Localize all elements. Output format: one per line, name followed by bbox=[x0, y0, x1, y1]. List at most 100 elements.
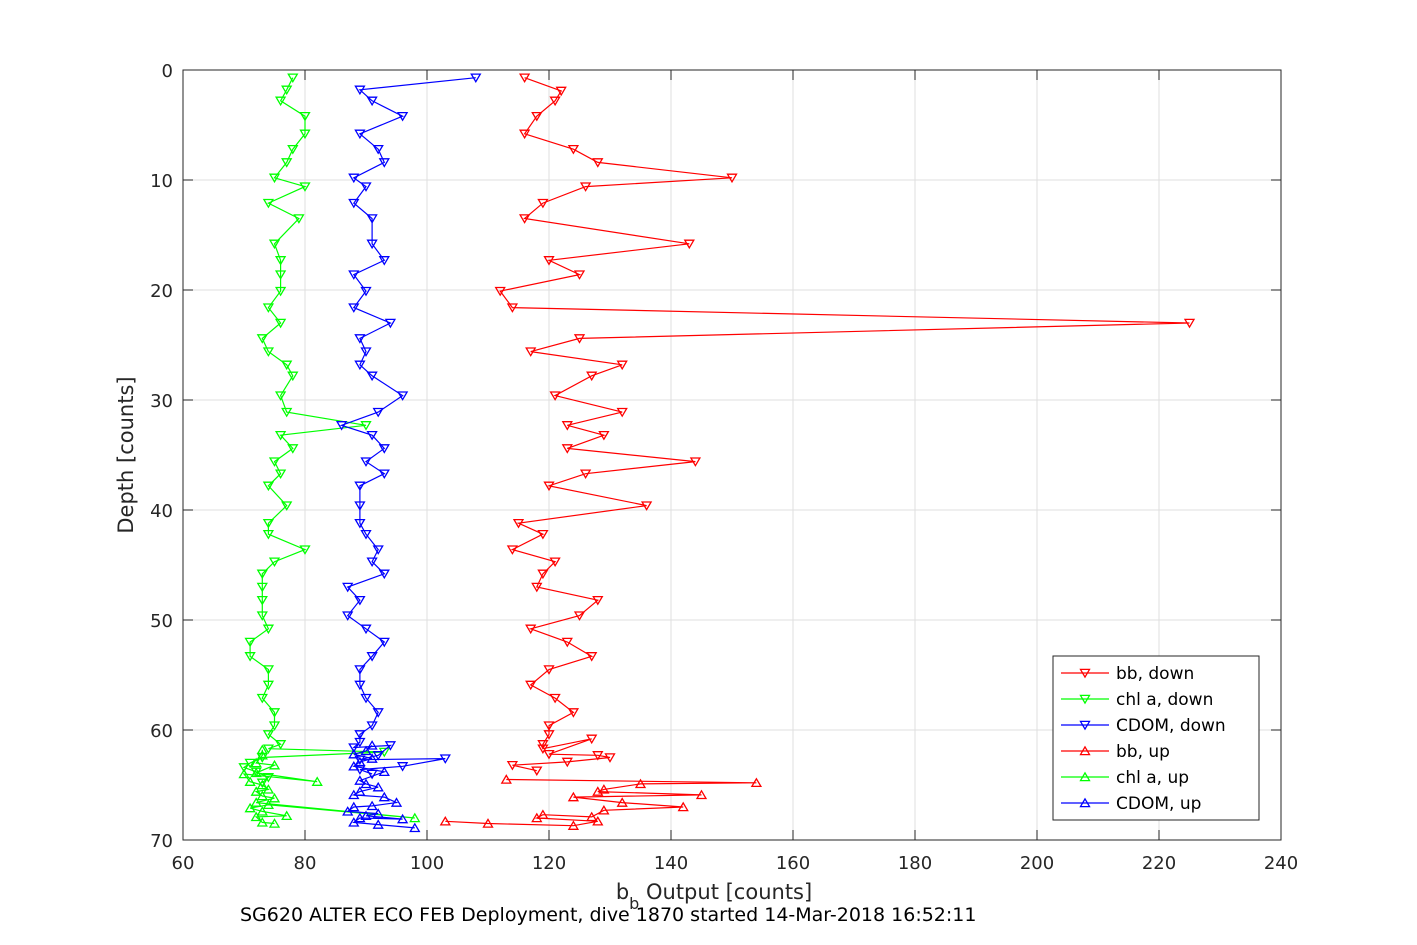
data-point bbox=[616, 360, 628, 371]
data-point bbox=[354, 775, 366, 785]
data-point bbox=[262, 680, 275, 691]
series-chl-a-up bbox=[238, 744, 421, 828]
y-axis-label: Depth [counts] bbox=[114, 376, 138, 533]
series-line bbox=[242, 77, 385, 784]
plot-area-border bbox=[182, 69, 1282, 841]
data-point bbox=[500, 774, 512, 784]
legend-label: bb, down bbox=[1116, 664, 1194, 684]
data-point bbox=[634, 778, 647, 789]
legend-marker bbox=[1079, 745, 1091, 756]
data-point bbox=[573, 611, 586, 621]
data-point bbox=[579, 469, 592, 480]
data-point bbox=[537, 529, 549, 540]
data-point bbox=[256, 806, 268, 816]
data-point bbox=[384, 318, 397, 329]
data-point bbox=[561, 421, 573, 431]
data-point bbox=[354, 518, 366, 529]
x-axis-label-main: b bbox=[616, 880, 629, 904]
data-point bbox=[274, 256, 287, 266]
data-point bbox=[531, 582, 543, 593]
data-point bbox=[543, 749, 555, 760]
data-point bbox=[250, 767, 262, 778]
data-point bbox=[281, 501, 293, 511]
series-bb-up bbox=[439, 774, 763, 830]
x-tick-label: 220 bbox=[1142, 853, 1176, 874]
data-point bbox=[256, 817, 268, 827]
data-point bbox=[396, 111, 409, 122]
data-point bbox=[592, 158, 604, 168]
data-point bbox=[268, 721, 281, 731]
data-point bbox=[281, 85, 293, 96]
data-point bbox=[366, 769, 378, 780]
data-point bbox=[567, 708, 580, 718]
data-point bbox=[360, 457, 372, 467]
data-point bbox=[256, 744, 268, 755]
data-point bbox=[531, 766, 543, 777]
data-point bbox=[378, 766, 390, 777]
data-point bbox=[238, 763, 250, 773]
data-point bbox=[525, 347, 537, 357]
data-point bbox=[378, 469, 390, 480]
data-point bbox=[390, 797, 403, 807]
data-point bbox=[537, 809, 549, 819]
data-point bbox=[506, 545, 519, 555]
data-point bbox=[262, 773, 275, 783]
data-point bbox=[354, 481, 366, 492]
data-point bbox=[274, 318, 287, 329]
data-point bbox=[549, 693, 561, 704]
data-point bbox=[360, 624, 372, 635]
data-point bbox=[354, 85, 366, 96]
data-point bbox=[1183, 318, 1196, 329]
data-point bbox=[348, 198, 360, 209]
data-point bbox=[543, 481, 555, 492]
data-point bbox=[354, 665, 366, 675]
series-lines bbox=[238, 73, 1196, 833]
data-point bbox=[256, 779, 268, 790]
data-point bbox=[281, 810, 293, 821]
series-chl-a-down bbox=[238, 73, 390, 789]
y-tick-label: 20 bbox=[150, 281, 173, 302]
data-point bbox=[274, 96, 287, 107]
data-point bbox=[470, 73, 482, 84]
data-point bbox=[354, 680, 366, 691]
data-point bbox=[695, 789, 708, 800]
legend-label: chl a, down bbox=[1116, 690, 1213, 710]
data-point bbox=[549, 391, 561, 401]
data-point bbox=[287, 144, 299, 155]
series-cdom-up bbox=[342, 740, 421, 833]
data-point bbox=[598, 430, 610, 441]
data-point bbox=[378, 569, 390, 580]
data-point bbox=[604, 753, 616, 763]
data-point bbox=[256, 749, 268, 760]
data-point bbox=[586, 371, 598, 382]
series-line bbox=[445, 778, 757, 827]
legend-marker bbox=[1079, 771, 1091, 782]
data-point bbox=[274, 740, 287, 750]
x-tick-label: 80 bbox=[294, 853, 317, 874]
data-point bbox=[354, 737, 366, 748]
data-point bbox=[268, 818, 281, 828]
data-point bbox=[360, 810, 372, 821]
data-point bbox=[360, 421, 372, 431]
data-point bbox=[262, 529, 275, 540]
data-point bbox=[598, 804, 610, 815]
legend-label: bb, up bbox=[1116, 742, 1170, 762]
x-axis-label: bb Output [counts] bbox=[616, 880, 812, 913]
data-point bbox=[348, 748, 360, 759]
data-point bbox=[238, 768, 250, 779]
data-point bbox=[256, 569, 268, 580]
data-point bbox=[366, 721, 378, 731]
data-point bbox=[354, 595, 366, 606]
data-point bbox=[256, 582, 268, 593]
data-point bbox=[366, 740, 378, 750]
x-tick-label: 100 bbox=[410, 853, 444, 874]
data-point bbox=[274, 391, 287, 401]
data-point bbox=[268, 759, 281, 770]
data-point bbox=[567, 144, 580, 155]
data-point bbox=[567, 791, 580, 802]
x-axis-label-subscript: b bbox=[629, 894, 639, 913]
x-tick-label: 200 bbox=[1020, 853, 1054, 874]
legend-marker bbox=[1079, 797, 1091, 808]
data-point bbox=[372, 751, 384, 761]
